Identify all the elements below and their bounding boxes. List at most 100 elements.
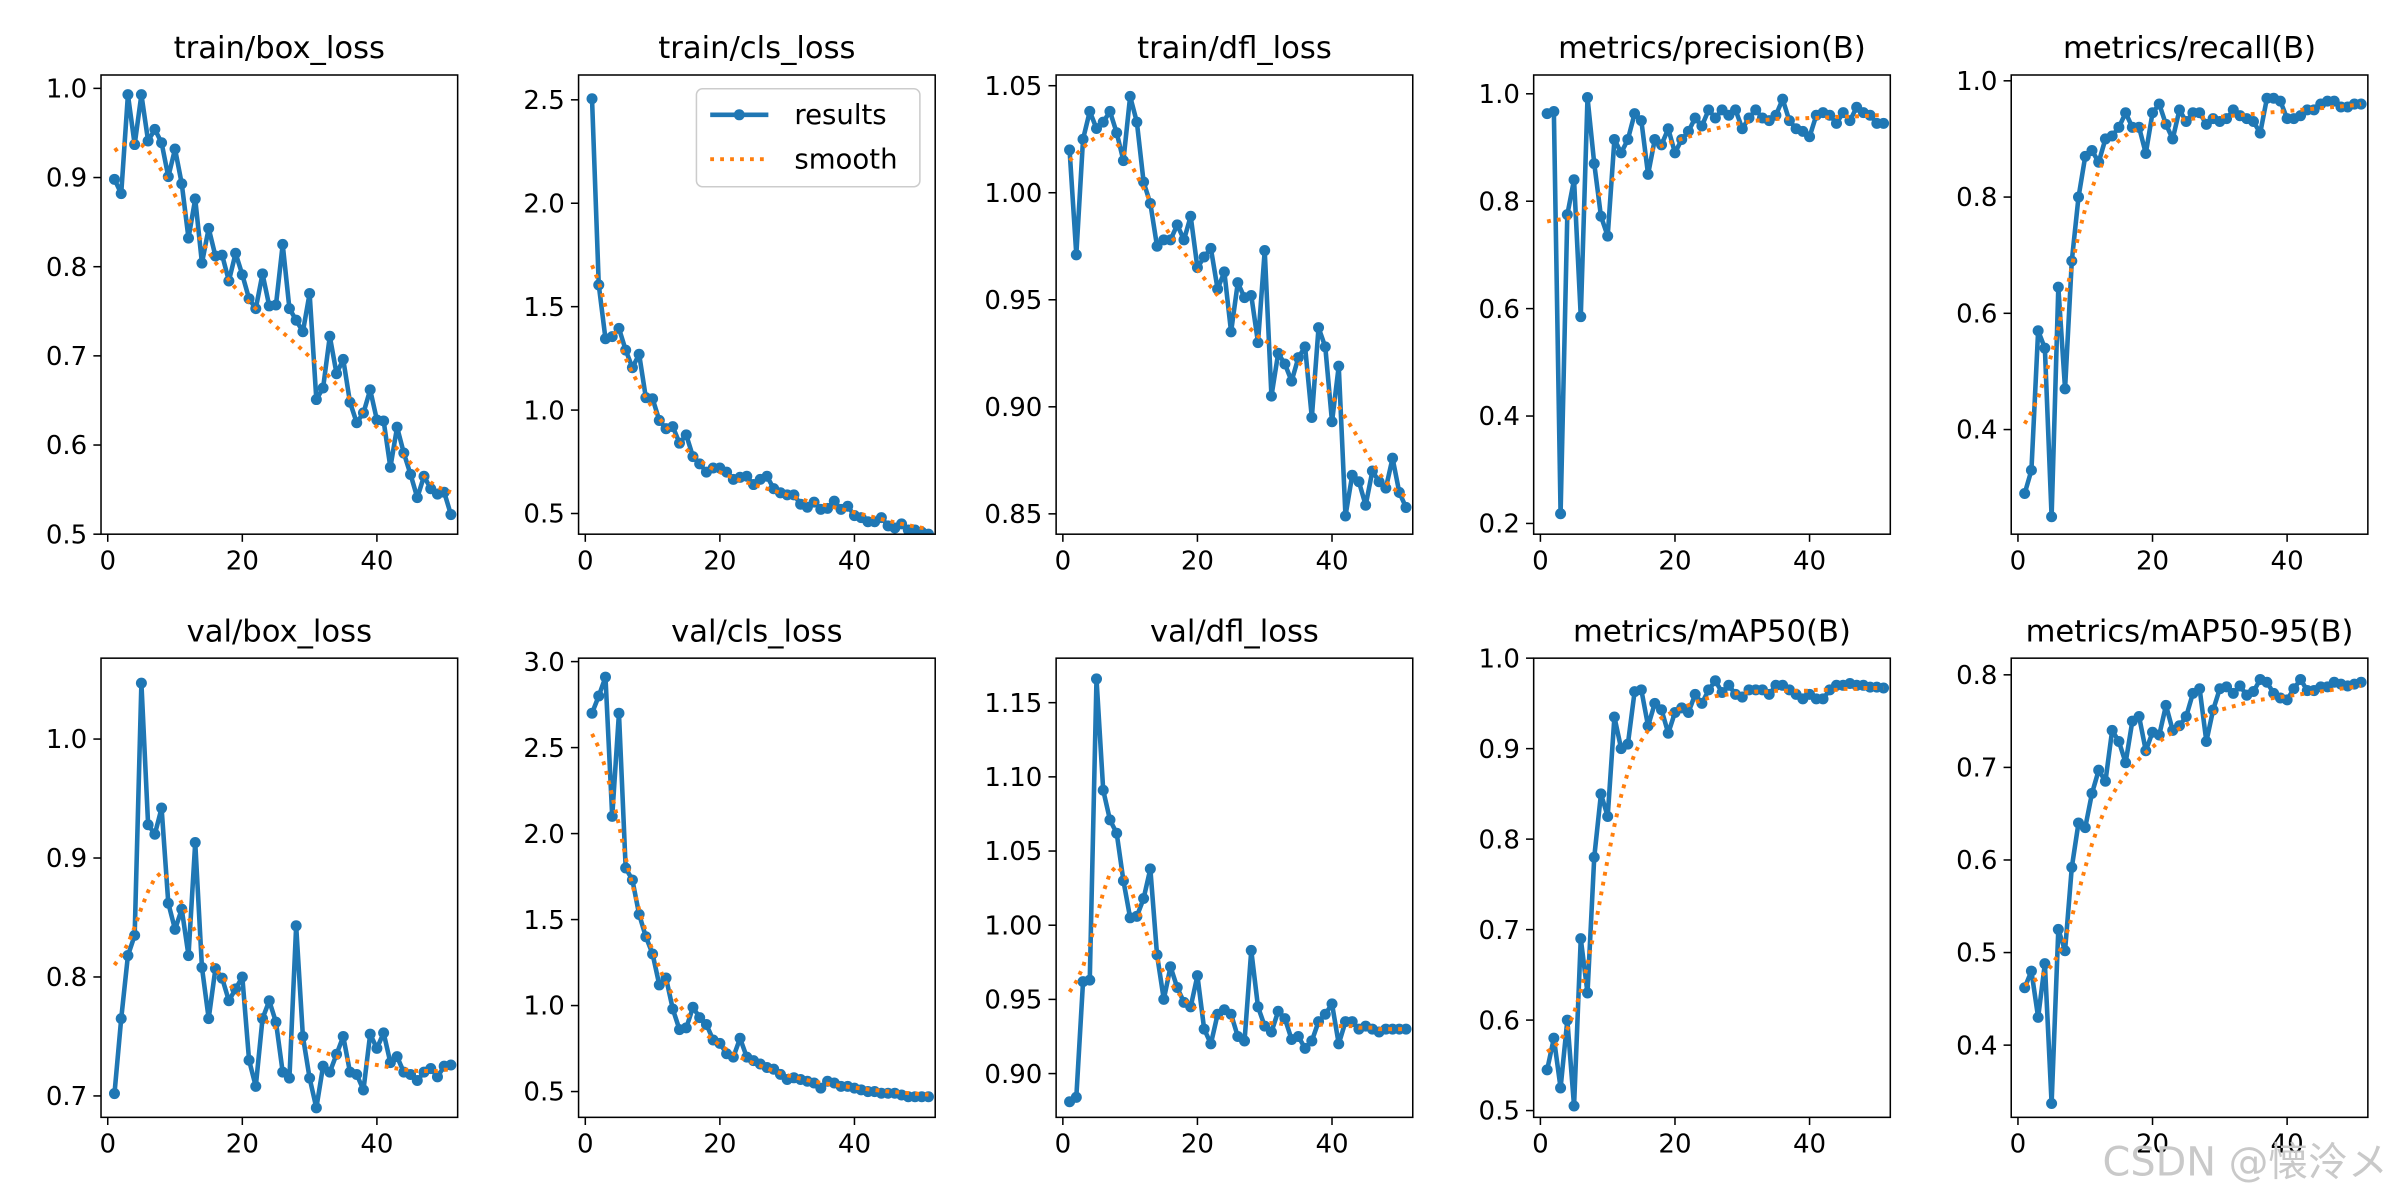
data-point [1709, 675, 1721, 687]
data-point [115, 1013, 127, 1025]
data-point [277, 238, 289, 250]
data-point [411, 1074, 423, 1086]
plot-title: train/cls_loss [658, 31, 855, 66]
data-point [633, 348, 645, 360]
data-point [230, 247, 242, 259]
data-point [1212, 283, 1224, 295]
series-smooth-line [1546, 686, 1884, 1054]
data-point [2113, 121, 2125, 133]
y-tick-label: 0.8 [46, 253, 87, 283]
data-point [1777, 93, 1789, 105]
data-point [1070, 1091, 1082, 1103]
data-point [1286, 375, 1298, 387]
data-point [351, 1069, 363, 1081]
data-point [1292, 1030, 1304, 1042]
data-point [1306, 412, 1318, 424]
data-point [2099, 775, 2111, 787]
data-point [1642, 720, 1654, 732]
data-point [1864, 109, 1876, 121]
data-point [270, 1016, 282, 1028]
plot-area [108, 677, 457, 1114]
data-point [680, 1022, 692, 1034]
series-smooth-line [590, 264, 929, 531]
data-point [1730, 104, 1742, 116]
data-point [1723, 679, 1735, 691]
data-point [2025, 965, 2037, 977]
y-tick-label: 0.6 [1956, 299, 1997, 329]
data-point [815, 1082, 827, 1094]
data-point [1198, 251, 1210, 263]
data-point [1326, 416, 1338, 428]
x-tick-label: 40 [1315, 1130, 1348, 1160]
data-point [1165, 234, 1177, 246]
data-point [391, 421, 403, 433]
data-point [431, 1071, 443, 1083]
series-smooth-line [1067, 862, 1407, 1032]
data-point [586, 707, 598, 719]
series-smooth-line [590, 732, 929, 1097]
data-point [1568, 174, 1580, 186]
x-tick-label: 40 [838, 546, 871, 576]
data-point [2032, 325, 2044, 337]
data-point [2247, 115, 2259, 128]
series-results-line [112, 680, 452, 1111]
data-point [304, 1072, 316, 1084]
data-point [250, 1080, 262, 1092]
data-point [1084, 105, 1096, 117]
plot-area [1064, 673, 1412, 1108]
plot-area [1064, 90, 1412, 522]
data-point [1165, 961, 1177, 973]
data-point [1265, 1026, 1277, 1038]
data-point [1595, 788, 1607, 800]
plot-title: val/box_loss [187, 614, 372, 649]
data-point [1830, 117, 1842, 129]
data-point [1568, 1100, 1580, 1112]
subplot-val-cls-loss: val/cls_loss 0 20 40 0.5 1.0 1.5 2.0 2.5 3.0 [523, 614, 936, 1160]
series-smooth-line [2023, 683, 2362, 987]
plot-area [2019, 92, 2367, 523]
data-point [1575, 933, 1587, 945]
y-tick-label: 0.9 [1479, 735, 1520, 765]
data-point [1272, 1005, 1284, 1017]
subplot-train-dfl-loss: train/dfl_loss 0 20 40 0.85 0.90 0.95 1.00 1.05 [984, 31, 1414, 576]
y-tick-label: 0.9 [46, 164, 87, 194]
data-point [1279, 358, 1291, 370]
x-tick-label: 0 [577, 546, 594, 576]
data-point [1205, 1038, 1217, 1050]
series-results-line [2022, 677, 2362, 1106]
data-point [1131, 116, 1143, 128]
data-point [1205, 242, 1217, 254]
data-point [2167, 133, 2179, 145]
data-point [1117, 155, 1129, 167]
data-point [1124, 90, 1136, 102]
y-tick-label: 0.8 [1956, 183, 1997, 213]
subplot-metrics-precision-b: metrics/precision(B) 0 20 40 0.2 0.4 0.6 0.8 1.0 [1479, 31, 1892, 576]
data-point [108, 173, 120, 185]
y-tick-label: 1.0 [1479, 80, 1520, 110]
data-point [1097, 116, 1109, 128]
data-point [2288, 683, 2300, 695]
data-point [391, 1051, 403, 1063]
data-point [1225, 326, 1237, 338]
y-tick-label: 1.0 [523, 396, 564, 426]
data-point [1319, 341, 1331, 353]
data-point [1299, 341, 1311, 353]
y-tick-label: 0.90 [984, 393, 1042, 423]
data-point [1064, 144, 1076, 156]
plot-title: val/cls_loss [671, 614, 842, 649]
data-point [1171, 219, 1183, 231]
data-point [189, 193, 201, 205]
data-point [1548, 1032, 1560, 1044]
data-point [411, 492, 423, 504]
plot-title: metrics/mAP50-95(B) [2026, 614, 2354, 649]
data-point [626, 362, 638, 374]
x-tick-label: 20 [2136, 1130, 2169, 1160]
data-point [1696, 120, 1708, 132]
y-tick-label: 0.5 [523, 500, 564, 530]
data-point [357, 1084, 369, 1096]
data-point [680, 429, 692, 441]
x-tick-label: 0 [1532, 1130, 1549, 1160]
data-point [1299, 1042, 1311, 1054]
data-point [1595, 210, 1607, 222]
plot-area [1541, 92, 1890, 520]
